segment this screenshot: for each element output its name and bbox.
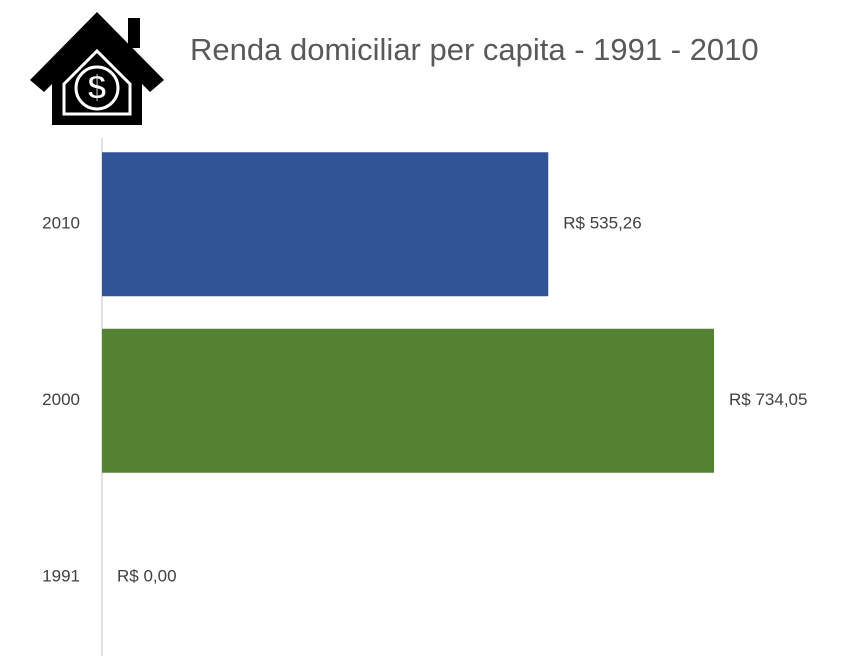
house-icon: $ [30,12,164,125]
bar [102,152,549,297]
y-tick-label: 1991 [42,567,80,586]
y-tick-label: 2000 [42,390,80,409]
data-label: R$ 0,00 [117,567,177,586]
data-label: R$ 734,05 [729,390,807,409]
svg-text:$: $ [88,69,107,107]
chart-title: Renda domiciliar per capita - 1991 - 201… [190,32,759,67]
bar [102,328,714,473]
data-label: R$ 535,26 [563,214,641,233]
y-tick-label: 2010 [42,214,80,233]
